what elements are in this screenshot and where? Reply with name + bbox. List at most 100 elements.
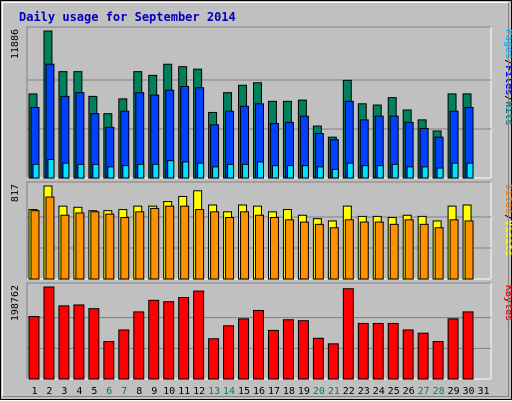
- legend: Sites/Visits: [503, 184, 512, 256]
- legend: KBytes: [503, 285, 512, 321]
- x-tick-label: 5: [91, 386, 97, 397]
- bar-sites-day-4: [75, 212, 85, 280]
- bar-sites-day-27: [419, 223, 429, 280]
- bar-sites-day-20: [314, 223, 324, 280]
- legend: Pages/Files/Hits: [503, 29, 512, 125]
- bar-pages-day-7: [122, 165, 130, 179]
- bar-kbytes-day-28: [432, 341, 444, 380]
- x-tick-label: 26: [403, 386, 415, 397]
- legend-entry: Hits: [503, 101, 512, 125]
- bar-pages-day-29: [451, 162, 459, 179]
- x-axis-labels: 1 2 3 4 5 6 7 8 9 10 11 12 13 14 15 16 17 18 19 20 21 22 23 24 2…: [31, 386, 489, 397]
- bar-sites-day-24: [374, 221, 384, 280]
- x-tick-label: 22: [343, 386, 355, 397]
- bar-kbytes-day-1: [28, 316, 40, 380]
- bar-pages-day-4: [77, 163, 85, 179]
- legend-entry: Files: [503, 65, 512, 95]
- bar-pages-day-27: [421, 166, 429, 179]
- bar-pages-day-30: [466, 162, 474, 179]
- bar-pages-day-15: [242, 163, 250, 179]
- bar-kbytes-day-30: [462, 311, 474, 380]
- bar-pages-day-21: [331, 168, 339, 179]
- bar-kbytes-day-2: [43, 286, 55, 380]
- x-tick-label: 23: [358, 386, 370, 397]
- bar-kbytes-day-25: [387, 322, 399, 380]
- bar-pages-day-14: [227, 163, 235, 179]
- x-tick-label: 18: [283, 386, 295, 397]
- bar-sites-day-14: [225, 217, 235, 280]
- panel-visits-sites: 817 Sites/Visits: [10, 181, 512, 280]
- x-tick-label: 15: [238, 386, 250, 397]
- bar-sites-day-10: [165, 205, 175, 280]
- y-max-label: 817: [10, 184, 21, 202]
- bar-kbytes-day-9: [148, 299, 160, 380]
- bar-pages-day-10: [167, 160, 175, 179]
- bar-sites-day-21: [329, 227, 339, 280]
- bar-sites-day-22: [344, 219, 354, 280]
- x-tick-label: 4: [76, 386, 82, 397]
- legend-entry: Sites: [503, 184, 512, 214]
- legend-entry: Pages: [503, 29, 512, 59]
- bar-pages-day-5: [92, 163, 100, 179]
- x-tick-label: 1: [31, 386, 37, 397]
- bar-sites-day-17: [269, 217, 279, 280]
- bar-kbytes-day-6: [103, 341, 115, 380]
- bar-sites-day-12: [195, 209, 205, 280]
- chart-title: Daily usage for September 2014: [19, 10, 236, 24]
- bar-sites-day-30: [464, 220, 474, 280]
- bar-sites-day-26: [404, 219, 414, 280]
- bar-sites-day-28: [434, 227, 444, 280]
- bar-sites-day-16: [255, 214, 264, 280]
- bar-kbytes-day-24: [372, 322, 384, 380]
- bar-kbytes-day-11: [178, 297, 190, 380]
- bar-sites-day-3: [60, 214, 70, 280]
- x-tick-label: 6: [106, 386, 112, 397]
- bar-sites-day-19: [299, 221, 309, 280]
- bar-kbytes-day-8: [133, 311, 145, 380]
- x-tick-label: 29: [448, 386, 460, 397]
- x-tick-label: 14: [223, 386, 235, 397]
- bar-sites-day-8: [135, 211, 145, 280]
- bar-pages-day-19: [301, 165, 309, 179]
- bar-pages-day-1: [32, 163, 40, 179]
- x-tick-label: 24: [373, 386, 385, 397]
- bar-pages-day-20: [316, 166, 324, 179]
- bar-kbytes-day-23: [357, 322, 369, 380]
- bar-kbytes-day-15: [238, 318, 250, 380]
- bar-pages-day-24: [376, 165, 384, 179]
- x-tick-label: 13: [208, 386, 220, 397]
- bar-pages-day-6: [107, 166, 115, 179]
- bar-kbytes-day-21: [327, 343, 339, 380]
- x-tick-label: 3: [61, 386, 67, 397]
- bar-kbytes-day-17: [267, 329, 279, 380]
- x-tick-label: 25: [388, 386, 400, 397]
- bar-pages-day-3: [62, 162, 70, 179]
- bar-pages-day-22: [346, 162, 354, 179]
- bar-kbytes-day-5: [88, 308, 100, 380]
- x-tick-label: 16: [253, 386, 265, 397]
- bar-pages-day-11: [182, 161, 190, 179]
- bar-sites-day-5: [90, 211, 100, 280]
- x-tick-label: 9: [151, 386, 157, 397]
- bar-sites-day-9: [150, 207, 160, 280]
- bar-kbytes-day-3: [58, 305, 70, 380]
- bar-pages-day-8: [137, 163, 145, 179]
- bar-pages-day-26: [406, 166, 414, 179]
- y-max-label: 198762: [10, 285, 21, 321]
- bar-kbytes-day-16: [253, 309, 264, 380]
- x-tick-label: 17: [268, 386, 280, 397]
- bar-pages-day-16: [257, 161, 264, 179]
- bar-pages-day-12: [197, 162, 205, 179]
- bar-kbytes-day-4: [73, 304, 85, 380]
- bar-sites-day-2: [45, 196, 55, 280]
- bar-kbytes-day-14: [223, 325, 235, 380]
- panel-hits-files-pages: 11886 Pages/Files/Hits: [10, 26, 512, 179]
- bar-kbytes-day-22: [342, 288, 354, 380]
- bar-sites-day-23: [359, 221, 369, 280]
- bar-sites-day-25: [389, 223, 399, 280]
- bar-kbytes-day-26: [402, 329, 414, 380]
- x-tick-label: 12: [193, 386, 205, 397]
- bar-kbytes-day-10: [163, 301, 175, 380]
- y-max-label: 11886: [10, 29, 21, 59]
